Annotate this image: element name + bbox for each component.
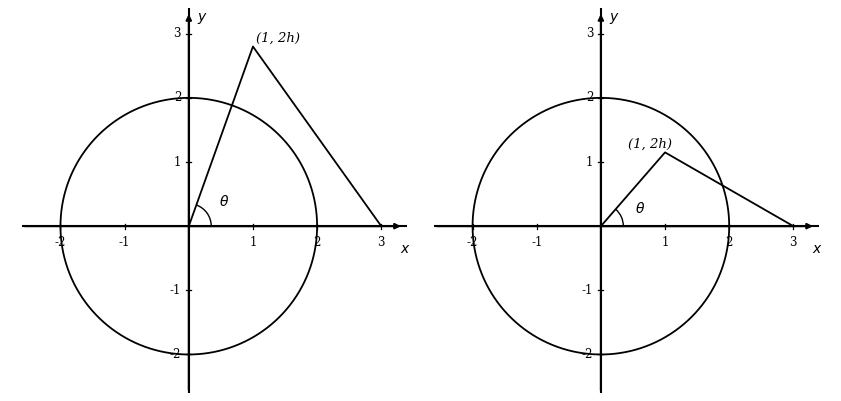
Text: -1: -1 bbox=[170, 284, 181, 297]
Text: -2: -2 bbox=[582, 348, 593, 361]
Text: $x$: $x$ bbox=[812, 242, 823, 256]
Text: $\theta$: $\theta$ bbox=[219, 194, 229, 209]
Text: 3: 3 bbox=[173, 27, 181, 40]
Text: 1: 1 bbox=[174, 156, 181, 168]
Text: -1: -1 bbox=[582, 284, 593, 297]
Text: $y$: $y$ bbox=[197, 11, 208, 26]
Text: $x$: $x$ bbox=[400, 242, 411, 256]
Text: 1: 1 bbox=[249, 236, 257, 249]
Text: 1: 1 bbox=[661, 236, 669, 249]
Text: -2: -2 bbox=[170, 348, 181, 361]
Text: 2: 2 bbox=[314, 236, 320, 249]
Text: (1, 2h): (1, 2h) bbox=[628, 138, 672, 150]
Text: -2: -2 bbox=[55, 236, 66, 249]
Text: $y$: $y$ bbox=[609, 11, 620, 26]
Text: 3: 3 bbox=[378, 236, 385, 249]
Text: 3: 3 bbox=[585, 27, 593, 40]
Text: (1, 2h): (1, 2h) bbox=[257, 32, 300, 45]
Text: -1: -1 bbox=[119, 236, 130, 249]
Text: $\theta$: $\theta$ bbox=[635, 201, 645, 216]
Text: -2: -2 bbox=[467, 236, 479, 249]
Text: 2: 2 bbox=[726, 236, 733, 249]
Text: 2: 2 bbox=[174, 91, 181, 104]
Text: 3: 3 bbox=[790, 236, 797, 249]
Text: 1: 1 bbox=[586, 156, 593, 168]
Text: 2: 2 bbox=[586, 91, 593, 104]
Text: -1: -1 bbox=[531, 236, 542, 249]
